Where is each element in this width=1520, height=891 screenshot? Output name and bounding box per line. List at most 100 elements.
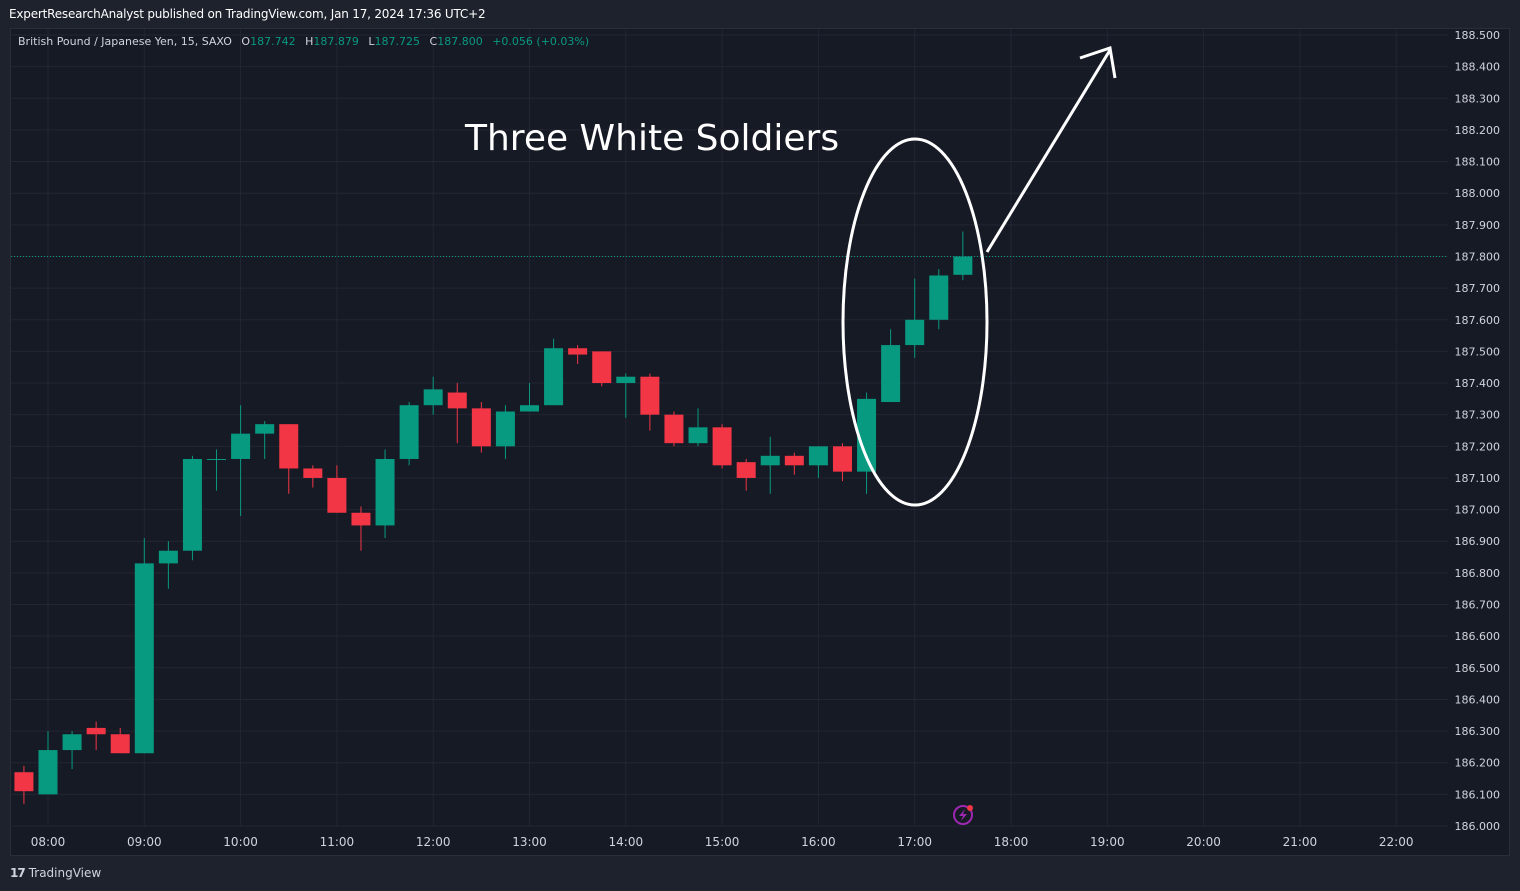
candle-body (207, 458, 227, 460)
candles-layer (14, 231, 973, 804)
x-tick-label: 15:00 (705, 835, 740, 849)
candle-body (231, 433, 251, 459)
candle-body (616, 376, 636, 384)
y-tick-label: 186.900 (1455, 535, 1501, 548)
symbol-legend: British Pound / Japanese Yen, 15, SAXO O… (18, 35, 589, 48)
y-tick-label: 187.700 (1455, 282, 1501, 295)
y-tick-label: 188.300 (1455, 92, 1501, 105)
close-label: C (429, 35, 438, 48)
annotation-layer: Three White Soldiers (464, 46, 1117, 507)
candle-body (736, 462, 756, 478)
tradingview-logo[interactable]: 17 TradingView (10, 866, 101, 880)
low-value: 187.725 (374, 35, 421, 48)
publish-bar: ExpertResearchAnalyst published on Tradi… (0, 0, 1520, 28)
y-tick-label: 187.300 (1455, 409, 1501, 422)
x-tick-label: 22:00 (1379, 835, 1414, 849)
candle-body (857, 398, 877, 472)
candle-body (568, 348, 588, 355)
x-axis: 08:00 09:00 10:00 11:00 12:00 13:00 14:00 15:00… (31, 835, 1414, 849)
y-tick-label: 187.200 (1455, 440, 1501, 453)
y-tick-label: 188.500 (1455, 29, 1501, 42)
candle-body (832, 446, 852, 472)
y-tick-label: 188.200 (1455, 124, 1501, 137)
annotation-text: Three White Soldiers (464, 118, 839, 159)
candle-body (640, 376, 660, 415)
lightning-icon[interactable] (953, 805, 973, 825)
y-tick-label: 186.700 (1455, 599, 1501, 612)
candle-body (808, 446, 828, 466)
x-tick-label: 16:00 (801, 835, 836, 849)
y-tick-label: 188.400 (1455, 61, 1501, 74)
y-tick-label: 186.600 (1455, 630, 1501, 643)
candle-body (688, 427, 708, 444)
candle-body (351, 512, 371, 526)
x-tick-label: 08:00 (31, 835, 66, 849)
candle-body (471, 408, 491, 447)
candle-body (134, 563, 154, 754)
y-tick-label: 186.800 (1455, 567, 1501, 580)
x-tick-label: 18:00 (994, 835, 1029, 849)
y-tick-label: 186.500 (1455, 662, 1501, 675)
high-value: 187.879 (313, 35, 359, 48)
x-tick-label: 19:00 (1090, 835, 1125, 849)
candle-body (38, 750, 58, 795)
x-tick-label: 11:00 (320, 835, 355, 849)
annotation-arrow-head (1079, 46, 1117, 79)
candle-body (495, 411, 515, 447)
y-tick-label: 186.200 (1455, 757, 1501, 770)
candle-body (279, 424, 299, 469)
candle-body (760, 455, 780, 466)
candle-body (62, 734, 82, 751)
x-tick-label: 10:00 (223, 835, 258, 849)
candle-body (110, 734, 130, 754)
x-tick-label: 20:00 (1186, 835, 1221, 849)
published-info: ExpertResearchAnalyst published on Tradi… (9, 7, 486, 21)
y-tick-label: 188.100 (1455, 156, 1501, 169)
footer (0, 857, 1520, 891)
grid-layer (11, 29, 1448, 827)
candle-body (14, 772, 34, 792)
chart-frame[interactable] (10, 28, 1510, 856)
y-tick-label: 187.500 (1455, 345, 1501, 358)
candle-body (303, 468, 323, 478)
candle-body (447, 392, 467, 409)
annotation-ellipse (841, 137, 989, 507)
candle-body (953, 256, 973, 275)
x-tick-label: 12:00 (416, 835, 451, 849)
x-tick-label: 14:00 (609, 835, 644, 849)
candle-body (784, 455, 804, 466)
y-axis: 188.500 188.400 188.300 188.200 188.100 188.0… (1455, 29, 1501, 833)
y-tick-label: 187.600 (1455, 314, 1501, 327)
y-tick-label: 186.400 (1455, 693, 1501, 706)
candle-body (905, 319, 925, 346)
tradingview-brand: TradingView (28, 866, 102, 880)
candle-body (712, 427, 732, 466)
change-value: +0.056 (+0.03%) (492, 35, 590, 48)
y-tick-label: 187.000 (1455, 504, 1501, 517)
y-tick-label: 187.900 (1455, 219, 1501, 232)
open-value: 187.742 (250, 35, 296, 48)
candle-body (544, 348, 564, 406)
x-tick-label: 21:00 (1283, 835, 1318, 849)
y-tick-label: 186.000 (1455, 820, 1501, 833)
candle-body (881, 345, 901, 403)
candle-body (86, 727, 106, 735)
close-value: 187.800 (437, 35, 483, 48)
x-tick-label: 17:00 (897, 835, 932, 849)
candle-body (158, 550, 178, 564)
candle-body (929, 275, 949, 320)
open-label: O (241, 35, 251, 48)
y-tick-label: 188.000 (1455, 187, 1501, 200)
candle-body (375, 458, 395, 526)
y-tick-label: 187.100 (1455, 472, 1501, 485)
low-label: L (368, 35, 375, 48)
annotation-arrow-line (985, 49, 1112, 253)
candle-body (327, 477, 347, 513)
candle-body (664, 414, 684, 444)
candle-body (592, 351, 612, 384)
candle-body (182, 458, 202, 551)
tradingview-logo-icon: 17 (10, 866, 26, 880)
candle-body (255, 424, 275, 434)
symbol-name: British Pound / Japanese Yen, 15, SAXO (18, 35, 232, 48)
